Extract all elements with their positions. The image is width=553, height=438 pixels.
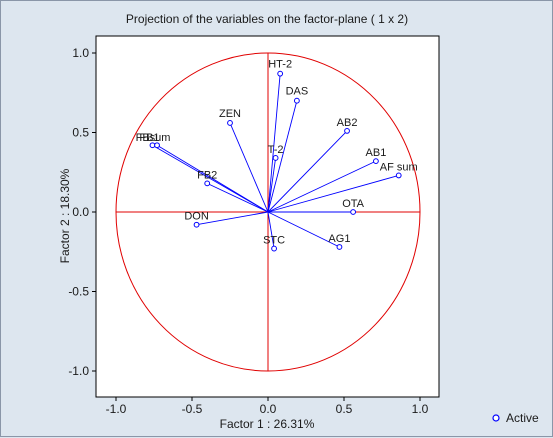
data-point — [193, 221, 200, 228]
vector-line — [267, 160, 377, 213]
vectors-layer — [149, 70, 402, 252]
data-point — [350, 209, 357, 215]
x-tick-label: 0.5 — [336, 402, 353, 416]
y-axis-label: Factor 2 : 18.30% — [58, 168, 72, 263]
data-point — [154, 142, 160, 149]
y-tick-label: 1.0 — [72, 46, 89, 60]
data-point — [293, 97, 300, 104]
point-label: AF sum — [380, 161, 418, 173]
point-label: T-2 — [268, 144, 284, 156]
x-tick-label: -0.5 — [182, 402, 203, 416]
y-tick-label: -0.5 — [68, 285, 89, 299]
data-point — [344, 128, 350, 134]
data-point — [395, 172, 402, 179]
y-tick-label: 0.5 — [72, 126, 89, 140]
point-label: FBsum — [136, 132, 171, 144]
x-tick-label: 1.0 — [412, 402, 429, 416]
data-point — [277, 70, 284, 77]
y-tick-label: 0.0 — [72, 205, 89, 219]
x-tick-label: -1.0 — [106, 402, 127, 416]
unit-circle-ellipse — [115, 52, 421, 372]
data-point — [373, 158, 379, 165]
data-point — [204, 180, 211, 187]
point-label: DON — [184, 211, 209, 223]
legend: Active — [492, 411, 539, 425]
point-label: STC — [263, 235, 285, 247]
point-label: ZEN — [219, 108, 241, 120]
legend-marker-icon — [492, 414, 500, 422]
point-label: AG1 — [328, 233, 350, 245]
vector-line — [267, 211, 340, 248]
data-point — [336, 244, 343, 250]
unit-circle — [115, 52, 421, 372]
vector-line — [196, 211, 269, 226]
x-axis-ticks: -1.0 -0.5 0.0 0.5 1.0 — [106, 397, 429, 416]
chart-title: Projection of the variables on the facto… — [126, 12, 408, 26]
y-tick-label: -1.0 — [68, 364, 89, 378]
vector-line — [267, 211, 275, 249]
data-point — [271, 245, 277, 252]
point-label: AB1 — [366, 147, 387, 159]
y-axis-ticks: -1.0 -0.5 0.0 0.5 1.0 — [68, 46, 96, 378]
vector-line — [267, 174, 399, 213]
data-point — [272, 155, 279, 161]
vector-line — [267, 130, 348, 213]
vector-line — [267, 73, 281, 213]
x-tick-label: 0.0 — [260, 402, 277, 416]
vector-line — [229, 122, 269, 213]
legend-label: Active — [506, 411, 539, 425]
point-label: HT-2 — [268, 59, 292, 71]
vector-line — [156, 144, 269, 213]
point-label: FB2 — [197, 169, 217, 181]
vector-line — [267, 157, 277, 213]
vector-line — [207, 182, 269, 213]
data-point — [227, 120, 233, 126]
point-label: OTA — [342, 198, 364, 210]
vector-line — [267, 100, 298, 213]
point-label: DAS — [286, 86, 309, 98]
point-label: FB1 — [139, 132, 159, 144]
point-label: AB2 — [337, 117, 358, 129]
x-axis-label: Factor 1 : 26.31% — [220, 417, 315, 431]
